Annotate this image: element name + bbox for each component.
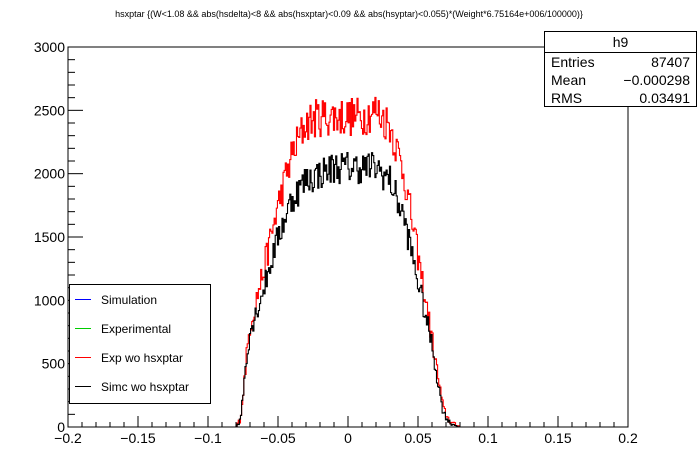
x-tick-label: 0.05 <box>404 430 431 446</box>
x-tick-label: 0 <box>344 430 352 446</box>
legend-label: Experimental <box>101 321 172 336</box>
legend-label: Simc wo hsxptar <box>101 379 190 394</box>
stats-label: Mean <box>551 72 587 88</box>
y-tick-label: 1500 <box>34 229 65 245</box>
stats-row-entries: Entries 87407 <box>545 53 696 71</box>
x-tick-label: 0.15 <box>544 430 571 446</box>
chart-title: hsxptar {(W<1.08 && abs(hsdelta)<8 && ab… <box>115 9 583 19</box>
legend-line-marker <box>75 328 91 329</box>
stats-histogram-name: h9 <box>545 32 696 53</box>
x-tick-label: −0.1 <box>194 430 222 446</box>
legend-line-marker <box>75 386 91 387</box>
stats-row-rms: RMS 0.03491 <box>545 89 696 107</box>
x-tick-label: −0.2 <box>54 430 82 446</box>
histogram-bars <box>68 96 628 428</box>
stats-label: Entries <box>551 54 595 70</box>
stats-value: −0.000298 <box>623 72 690 88</box>
legend-entry-experimental: Experimental <box>70 314 210 343</box>
legend-entry-simc-wo-hsxptar: Simc wo hsxptar <box>70 372 210 401</box>
axes: −0.2 −0.15 −0.1 −0.05 0 0.05 0.1 0.15 0.2 0 500 100… <box>34 39 638 446</box>
stats-value: 0.03491 <box>639 90 690 106</box>
stats-row-mean: Mean −0.000298 <box>545 71 696 89</box>
stats-label: RMS <box>551 90 583 106</box>
y-tick-label: 3000 <box>34 39 65 55</box>
stats-value: 87407 <box>651 54 690 70</box>
y-tick-label: 2500 <box>34 102 65 118</box>
simc-wo-hsxptar-histogram <box>68 152 628 428</box>
x-tick-label: −0.05 <box>260 430 296 446</box>
legend-entry-simulation: Simulation <box>70 285 210 314</box>
y-tick-label: 2000 <box>34 166 65 182</box>
legend-line-marker <box>75 357 91 358</box>
legend-line-marker <box>75 299 91 300</box>
stats-box: h9 Entries 87407 Mean −0.000298 RMS 0.03… <box>544 31 697 107</box>
x-tick-label: −0.15 <box>120 430 156 446</box>
x-tick-label: 0.1 <box>478 430 498 446</box>
legend-label: Simulation <box>101 292 158 307</box>
x-tick-label: 0.2 <box>618 430 638 446</box>
y-tick-label: 1000 <box>34 292 65 308</box>
y-tick-label: 0 <box>57 419 65 435</box>
legend: Simulation Experimental Exp wo hsxptar S… <box>69 284 211 404</box>
y-tick-label: 500 <box>42 356 66 372</box>
legend-label: Exp wo hsxptar <box>101 350 184 365</box>
legend-entry-exp-wo-hsxptar: Exp wo hsxptar <box>70 343 210 372</box>
